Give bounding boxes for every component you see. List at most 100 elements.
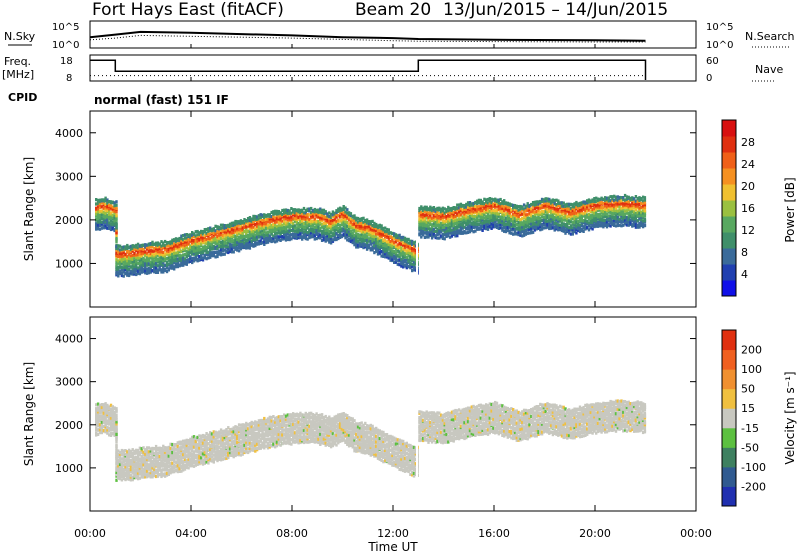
heatmap-cell (331, 219, 335, 223)
heatmap-cell (564, 222, 567, 227)
heatmap-cell (182, 263, 185, 267)
heatmap-cell (169, 243, 172, 248)
heatmap-cell (376, 224, 380, 228)
heatmap-cell (142, 270, 145, 274)
heatmap-cell (162, 450, 165, 454)
heatmap-cell (133, 248, 136, 252)
heatmap-cell (335, 219, 338, 223)
heatmap-cell (384, 226, 387, 230)
heatmap-cell (425, 210, 428, 214)
heatmap-cell (412, 262, 416, 266)
heatmap-cell (173, 242, 176, 246)
heatmap-cell (346, 211, 349, 215)
heatmap-cell (414, 253, 417, 257)
heatmap-cell (138, 258, 142, 263)
heatmap-cell (364, 225, 367, 229)
heatmap-cell (434, 236, 437, 240)
heatmap-cell (526, 206, 529, 210)
heatmap-cell (272, 229, 275, 233)
heatmap-cell (111, 418, 114, 422)
heatmap-cell (304, 227, 307, 232)
heatmap-cell (205, 248, 208, 252)
heatmap-cell (127, 450, 131, 454)
heatmap-cell (115, 231, 118, 235)
heatmap-cell (602, 197, 605, 201)
heatmap-cell (118, 471, 122, 475)
heatmap-cell (266, 224, 270, 228)
heatmap-cell (322, 221, 326, 225)
heatmap-cell (133, 253, 136, 257)
heatmap-cell (567, 219, 571, 223)
heatmap-cell (140, 247, 143, 251)
heatmap-cell (504, 204, 508, 208)
heatmap-cell (468, 224, 472, 228)
heatmap-cell (252, 230, 255, 234)
heatmap-cell (355, 239, 358, 243)
heatmap-cell (578, 218, 582, 223)
heatmap-cell (118, 460, 122, 464)
heatmap-cell (236, 242, 239, 246)
heatmap-cell (178, 258, 181, 262)
heatmap-cell (412, 241, 416, 245)
heatmap-cell (127, 256, 131, 260)
heatmap-cell (115, 439, 118, 443)
heatmap-cell (149, 458, 152, 462)
heatmap-cell (129, 458, 133, 463)
heatmap-cell (340, 227, 344, 231)
power-colorbar-cell (722, 120, 736, 137)
heatmap-cell (616, 195, 619, 199)
heatmap-cell (438, 206, 441, 210)
heatmap-cell (530, 226, 533, 231)
heatmap-cell (391, 255, 394, 259)
power-colorbar-frame (721, 119, 737, 297)
heatmap-cell (521, 217, 524, 221)
heatmap-cell (154, 459, 158, 463)
heatmap-cell (614, 203, 618, 207)
heatmap-cell (163, 467, 167, 471)
heatmap-cell (115, 443, 118, 447)
heatmap-cell (456, 222, 459, 226)
heatmap-cell (209, 237, 212, 241)
heatmap-cell (456, 203, 459, 207)
heatmap-cell (582, 225, 585, 229)
heatmap-cell (109, 424, 113, 428)
heatmap-cell (577, 228, 580, 232)
heatmap-cell (133, 449, 136, 453)
heatmap-cell (221, 246, 225, 250)
heatmap-cell (558, 210, 562, 214)
heatmap-cell (183, 253, 187, 257)
heatmap-cell (385, 240, 389, 244)
heatmap-cell (636, 206, 639, 210)
heatmap-cell (151, 240, 154, 244)
heatmap-cell (414, 266, 417, 270)
heatmap-cell (367, 225, 371, 229)
heatmap-cell (452, 206, 455, 210)
heatmap-cell (463, 204, 466, 208)
heatmap-cell (548, 204, 551, 208)
heatmap-cell (317, 214, 320, 219)
heatmap-cell (373, 221, 376, 225)
heatmap-cell (219, 236, 223, 240)
heatmap-cell (616, 198, 619, 202)
heatmap-cell (117, 267, 120, 271)
heatmap-cell (284, 232, 288, 236)
heatmap-cell (308, 230, 311, 234)
heatmap-cell (200, 237, 203, 241)
heatmap-cell (429, 208, 432, 212)
heatmap-cell (279, 217, 282, 221)
heatmap-cell (591, 222, 594, 226)
heatmap-cell (135, 470, 138, 474)
heatmap-cell (567, 207, 571, 211)
heatmap-cell (425, 229, 428, 234)
heatmap-cell (347, 222, 351, 226)
heatmap-cell (468, 225, 472, 230)
heatmap-cell (126, 269, 129, 273)
heatmap-cell (586, 206, 589, 211)
heatmap-cell (111, 220, 114, 224)
heatmap-cell (580, 205, 583, 209)
heatmap-cell (331, 232, 335, 236)
heatmap-cell (108, 426, 111, 430)
heatmap-cell (293, 226, 297, 230)
heatmap-cell (432, 221, 436, 225)
heatmap-cell (398, 238, 401, 242)
